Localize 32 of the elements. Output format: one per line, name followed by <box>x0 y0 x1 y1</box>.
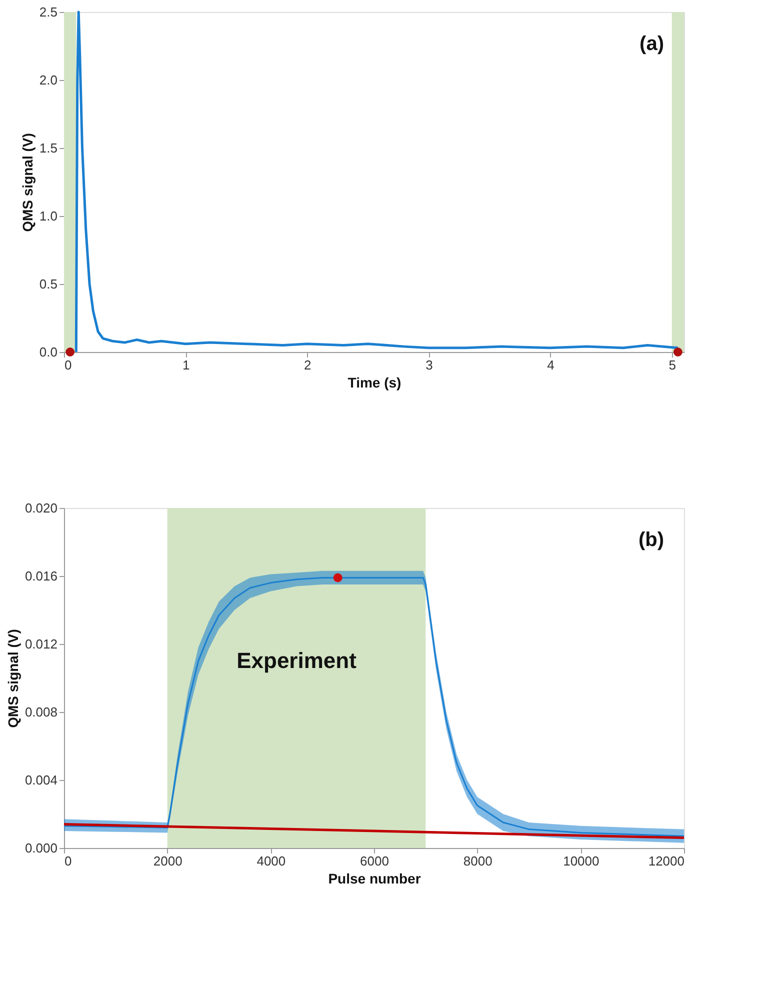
band-label: Experiment <box>236 648 358 673</box>
y-tick-label: 1.5 <box>39 140 58 156</box>
y-axis-title: QMS signal (V) <box>4 629 21 728</box>
x-axis-title: Time (s) <box>348 374 402 390</box>
x-tick-label: 3 <box>426 358 433 372</box>
x-tick-label: 4000 <box>256 854 286 868</box>
y-tick-label: 0.004 <box>24 772 58 788</box>
y-tick-label: 2.0 <box>39 72 58 88</box>
x-tick-label: 12000 <box>648 854 684 868</box>
x-tick-label: 0 <box>64 854 72 868</box>
y-axis-title: QMS signal (V) <box>19 133 36 232</box>
x-tick-label: 5 <box>668 358 676 372</box>
x-axis-title: Pulse number <box>328 870 422 886</box>
y-tick-label: 1.0 <box>39 208 58 224</box>
y-tick-label: 0.0 <box>39 344 58 360</box>
y-tick-label: 2.5 <box>39 4 58 20</box>
x-tick-label: 0 <box>64 358 72 372</box>
x-tick-label: 10000 <box>563 854 600 868</box>
text: (b) <box>638 529 664 551</box>
y-tick-label: 0.008 <box>24 704 58 720</box>
y-tick-label: 0.012 <box>24 636 58 652</box>
x-tick-label: 2 <box>304 358 312 372</box>
x-tick-label: 1 <box>182 358 190 372</box>
x-tick-label: 8000 <box>463 854 492 868</box>
y-tick-label: 0.000 <box>24 840 58 856</box>
text: (a) <box>640 33 664 55</box>
x-tick-label: 2000 <box>153 854 182 868</box>
y-tick-label: 0.5 <box>39 276 58 292</box>
y-tick-label: 0.016 <box>24 568 58 584</box>
x-tick-label: 4 <box>547 358 554 372</box>
x-tick-label: 6000 <box>360 854 389 868</box>
y-tick-label: 0.020 <box>24 500 58 516</box>
